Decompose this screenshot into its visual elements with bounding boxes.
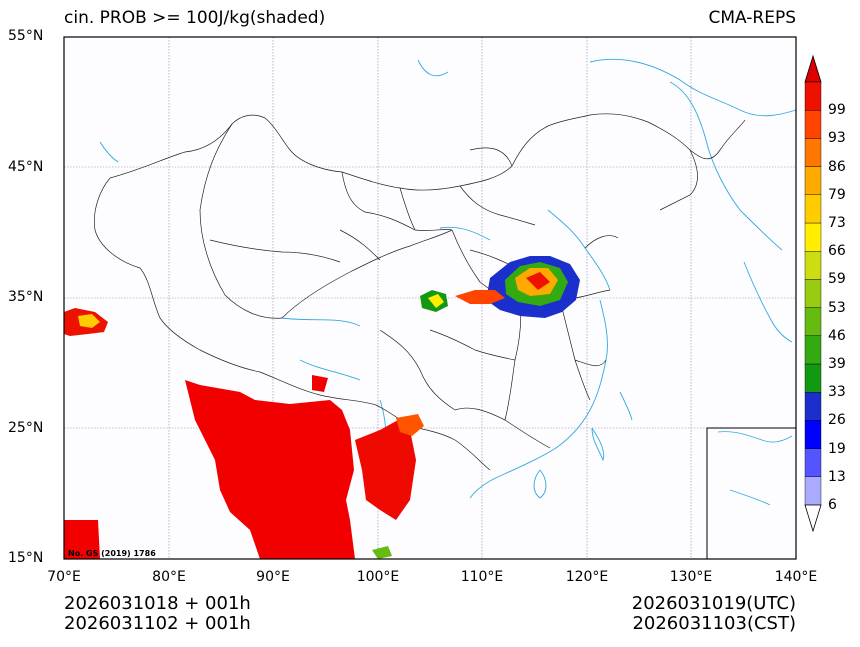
coastlines — [99, 58, 797, 499]
colorbar-level-label: 79 — [828, 186, 846, 203]
colorbar-segment — [804, 109, 822, 139]
colorbar-segment — [804, 222, 822, 252]
colorbar-segment — [804, 166, 822, 196]
colorbar-segment — [804, 279, 822, 308]
colorbar-segment — [804, 250, 822, 280]
colorbar-extend-max — [804, 54, 822, 83]
colorbar-segment — [804, 138, 822, 167]
lat-tick-25: 25°N — [8, 420, 44, 436]
colorbar-level-label: 39 — [828, 356, 846, 372]
lat-tick-15: 15°N — [8, 550, 44, 566]
shade-region-south-asia — [185, 380, 355, 559]
map-approval-number: No. GS (2019) 1786 — [68, 549, 156, 558]
colorbar-segment — [804, 307, 822, 337]
shade-region-band — [455, 290, 505, 304]
colorbar-level-label: 66 — [828, 243, 846, 260]
lon-tick-100: 100°E — [356, 569, 400, 585]
colorbar-segment — [804, 194, 822, 224]
colorbar-level-label: 73 — [828, 215, 846, 231]
shade-region-small-south — [372, 546, 392, 559]
colorbar-segment — [804, 392, 822, 421]
lon-tick-80: 80°E — [152, 569, 186, 585]
lon-tick-70: 70°E — [47, 569, 81, 585]
colorbar-segment — [804, 476, 822, 506]
colorbar-level-label: 93 — [828, 130, 846, 147]
colorbar-level-label: 13 — [828, 468, 846, 485]
colorbar-level-label: 86 — [828, 158, 846, 175]
colorbar-level-label: 19 — [828, 440, 846, 457]
lat-tick-35: 35°N — [8, 289, 44, 305]
colorbar-level-label: 26 — [828, 412, 846, 429]
colorbar-segment — [804, 335, 822, 365]
model-name: CMA-REPS — [708, 8, 796, 28]
map-title: cin. PROB >= 100J/kg(shaded) — [64, 8, 326, 28]
colorbar-segment — [804, 448, 822, 478]
valid-time-utc: 2026031019(UTC) — [631, 593, 796, 614]
probability-shading — [64, 256, 580, 559]
shade-region-qinghai-core — [428, 294, 444, 308]
colorbar — [804, 54, 822, 533]
valid-time-block: 2026031019(UTC) 2026031103(CST) — [632, 594, 796, 634]
lon-tick-90: 90°E — [256, 569, 290, 585]
shade-region-myanmar — [355, 420, 416, 520]
lat-tick-45: 45°N — [8, 159, 44, 175]
init-time-block: 2026031018 + 001h 2026031102 + 001h — [64, 594, 251, 634]
colorbar-segment — [804, 363, 822, 393]
valid-time-cst: 2026031103(CST) — [632, 613, 796, 634]
colorbar-segment — [804, 420, 822, 449]
shade-region-hills — [312, 375, 328, 392]
lon-tick-110: 110°E — [460, 569, 504, 585]
lon-tick-120: 120°E — [565, 569, 609, 585]
colorbar-level-label: 6 — [828, 497, 837, 513]
lon-tick-140: 140°E — [774, 569, 818, 585]
colorbar-level-label: 53 — [828, 299, 846, 316]
shade-region-yunnan — [396, 414, 424, 436]
colorbar-extend-min — [804, 504, 822, 533]
shade-region-west-core — [78, 314, 100, 328]
colorbar-level-label: 46 — [828, 327, 846, 344]
shade-region-huabei-core — [526, 272, 550, 290]
init-time-utc: 2026031018 + 001h — [64, 593, 251, 614]
inset-coastline — [717, 431, 793, 506]
shade-region-arabian — [64, 520, 100, 559]
lon-tick-130: 130°E — [669, 569, 713, 585]
init-time-cst: 2026031102 + 001h — [64, 613, 251, 634]
south-china-sea-inset — [706, 427, 797, 560]
colorbar-level-label: 33 — [828, 384, 846, 401]
colorbar-level-label: 99 — [828, 102, 846, 119]
lat-tick-55: 55°N — [8, 28, 44, 44]
plot-frame — [63, 36, 797, 560]
colorbar-level-label: 59 — [828, 271, 846, 288]
colorbar-segment — [804, 81, 822, 111]
